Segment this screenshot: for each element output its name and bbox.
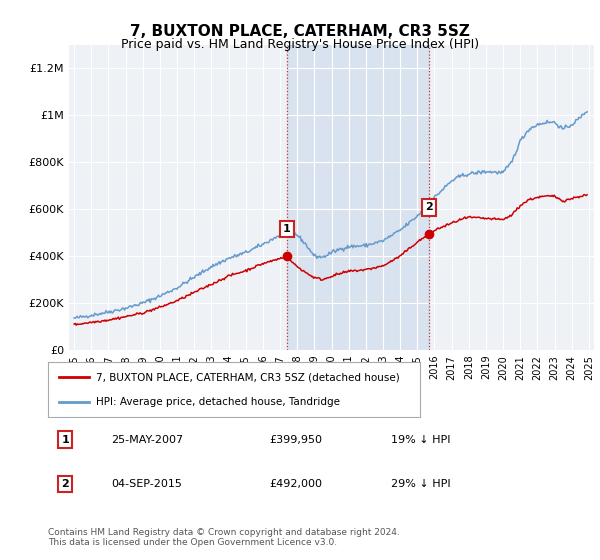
Text: 19% ↓ HPI: 19% ↓ HPI <box>391 435 451 445</box>
Text: 29% ↓ HPI: 29% ↓ HPI <box>391 479 451 489</box>
Text: 7, BUXTON PLACE, CATERHAM, CR3 5SZ: 7, BUXTON PLACE, CATERHAM, CR3 5SZ <box>130 24 470 39</box>
Text: Price paid vs. HM Land Registry's House Price Index (HPI): Price paid vs. HM Land Registry's House … <box>121 38 479 50</box>
Text: 25-MAY-2007: 25-MAY-2007 <box>112 435 184 445</box>
Text: 7, BUXTON PLACE, CATERHAM, CR3 5SZ (detached house): 7, BUXTON PLACE, CATERHAM, CR3 5SZ (deta… <box>97 372 400 382</box>
Text: 1: 1 <box>61 435 69 445</box>
Text: £492,000: £492,000 <box>270 479 323 489</box>
Bar <box>287 45 429 350</box>
Text: £399,950: £399,950 <box>270 435 323 445</box>
Text: 2: 2 <box>61 479 69 489</box>
Text: 04-SEP-2015: 04-SEP-2015 <box>112 479 182 489</box>
Text: Contains HM Land Registry data © Crown copyright and database right 2024.
This d: Contains HM Land Registry data © Crown c… <box>48 528 400 547</box>
Text: HPI: Average price, detached house, Tandridge: HPI: Average price, detached house, Tand… <box>97 398 340 407</box>
Text: 2: 2 <box>425 203 433 212</box>
Text: 1: 1 <box>283 224 290 234</box>
